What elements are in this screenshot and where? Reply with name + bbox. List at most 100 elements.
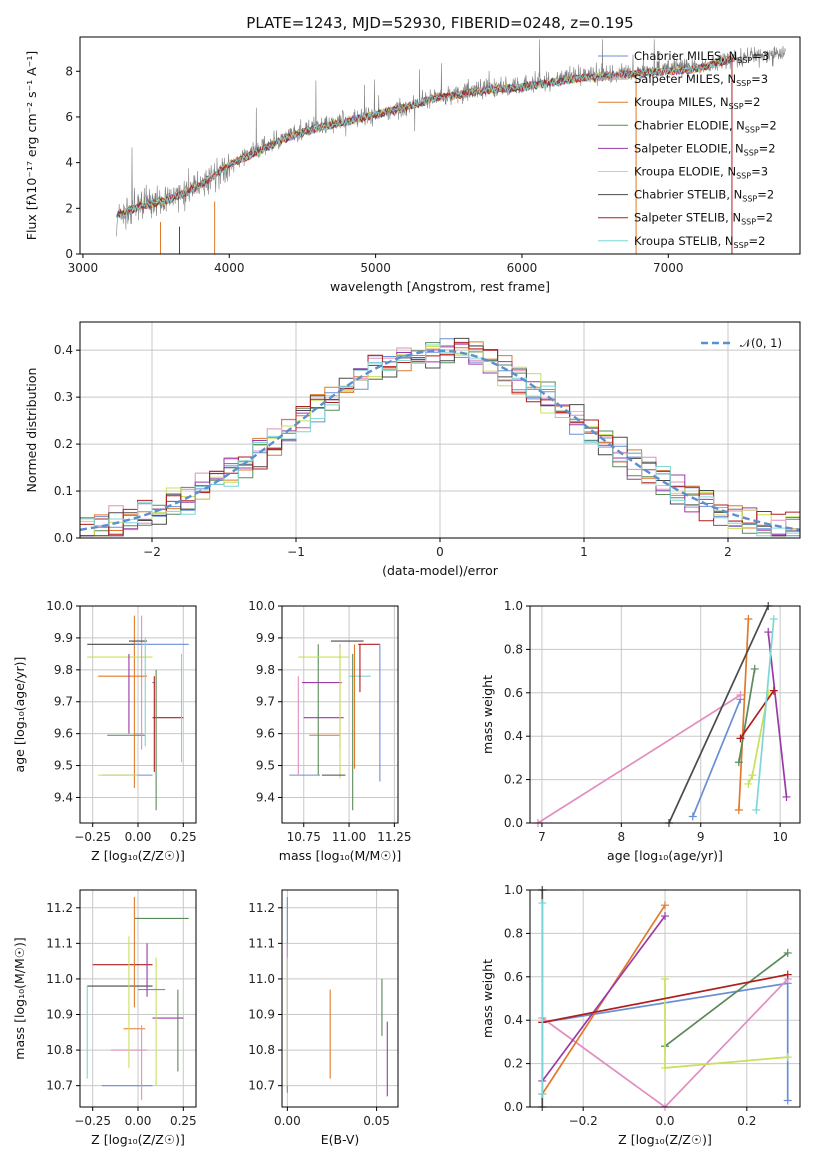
x-tick: 2 (724, 538, 732, 559)
legend-entry-n: , N (718, 234, 734, 248)
x-axis-label: (data-model)/error (382, 563, 499, 578)
weight-point-marker (752, 805, 761, 814)
axes-frame (281, 605, 399, 824)
y-tick-label: 9.5 (54, 759, 73, 773)
y-tick: 9.9 (256, 631, 282, 645)
legend-entry-ssp: SSP (736, 172, 751, 181)
histogram-salpeter-stelib (80, 342, 800, 535)
y-axis-label: age [log₁₀(age/yr)] (12, 657, 27, 773)
weight-point-marker (661, 1063, 669, 1072)
weight-point-marker (783, 948, 792, 957)
legend-entry-n: , N (726, 188, 742, 202)
y-tick-label: 11.1 (46, 936, 73, 950)
y-tick-label: 9.4 (54, 790, 73, 804)
y-tick: 0.8 (504, 926, 530, 940)
y-tick: 0.0 (504, 1100, 530, 1114)
y-tick: 0.2 (504, 773, 530, 787)
x-tick: 0 (436, 538, 444, 559)
y-tick-label: 10.9 (46, 1008, 73, 1022)
y-tick-label: 0.2 (54, 437, 73, 451)
y-tick-label: 1.0 (504, 599, 523, 613)
weight-point-marker (661, 974, 669, 983)
legend-entry-name: Salpeter ELODIE (634, 141, 728, 155)
y-tick: 10.9 (248, 1008, 282, 1022)
x-tick-label: 10.75 (287, 830, 321, 844)
y-tick: 10.7 (248, 1079, 282, 1093)
x-tick: 10.75 (287, 823, 321, 844)
y-tick: 0.2 (504, 1057, 530, 1071)
x-tick-label: −1 (287, 545, 305, 559)
weight-point-marker (688, 812, 697, 821)
weight-line-salpeter-elodie (541, 915, 666, 1082)
x-tick: 11.00 (332, 823, 366, 844)
y-tick: 0.3 (54, 390, 80, 404)
weight-point-marker (744, 779, 753, 788)
x-tick-label: −2 (143, 545, 161, 559)
axes-frame (79, 36, 801, 255)
legend-entry-name: Chabrier ELODIE (634, 118, 729, 132)
y-tick-label: 1.0 (504, 883, 523, 897)
axes-frame (79, 321, 801, 539)
x-tick-label: 5000 (360, 261, 391, 275)
legend-entry: Chabrier ELODIE, NSSP=2 (634, 118, 777, 134)
y-axis-label: mass weight (480, 959, 495, 1038)
y-tick: 4 (65, 156, 80, 170)
y-tick: 8 (65, 64, 80, 78)
y-tick-label: 9.9 (256, 631, 275, 645)
x-tick: 0.05 (363, 1107, 390, 1128)
weight-point-marker (661, 901, 669, 910)
x-tick: 7 (538, 823, 546, 844)
legend-entry-count: =2 (749, 234, 766, 248)
y-tick-label: 11.2 (46, 901, 73, 915)
legend-entry-count: =3 (752, 49, 769, 63)
x-tick-label: 0.0 (655, 1114, 674, 1128)
axes-frame (529, 889, 801, 1108)
x-tick: 5000 (360, 254, 391, 275)
y-tick-label: 2 (65, 201, 73, 215)
chart-residuals: −2 −1 0 1 2 0.0 0.1 0.2 0.3 0.4 (data-model)/error… (24, 321, 801, 578)
x-tick-label: 0.05 (363, 1114, 390, 1128)
legend-entry: Salpeter STELIB, NSSP=2 (634, 211, 773, 227)
x-tick: 6000 (507, 254, 537, 275)
y-tick: 0.4 (504, 729, 530, 743)
y-tick: 0.4 (54, 343, 80, 357)
y-tick-label: 9.5 (256, 759, 275, 773)
x-tick: 3000 (68, 254, 98, 275)
y-tick: 11.0 (248, 972, 282, 986)
weight-line-chabrier-elodie (738, 668, 756, 763)
legend-entry-n: , N (713, 95, 729, 109)
x-tick-label: 0.00 (125, 830, 152, 844)
x-tick: −0.25 (74, 823, 111, 844)
y-tick: 10.0 (46, 599, 80, 613)
y-tick: 9.7 (54, 695, 80, 709)
x-tick: 0.2 (737, 1107, 756, 1128)
y-tick: 9.7 (256, 695, 282, 709)
weight-point-marker (538, 1089, 547, 1098)
y-tick: 10.8 (46, 1043, 80, 1057)
legend-entry-name: Chabrier MILES (634, 49, 721, 63)
y-tick: 0.0 (54, 531, 80, 545)
axes-frame (79, 605, 197, 824)
x-tick: 11.25 (377, 823, 412, 844)
x-tick-label: 8 (618, 830, 626, 844)
y-tick: 9.8 (256, 663, 282, 677)
legend-entry-ssp: SSP (744, 148, 759, 157)
x-tick: 0.00 (125, 1107, 151, 1128)
x-tick-label: 0.2 (737, 1114, 756, 1128)
weight-point-marker (764, 688, 773, 697)
x-tick: 1 (580, 538, 588, 559)
y-tick: 10.0 (248, 599, 282, 613)
x-tick-label: −0.2 (569, 1114, 598, 1128)
legend-entry-ssp: SSP (729, 102, 744, 111)
histogram-chabrier-stelib (80, 337, 800, 537)
legend-entry-n: , N (729, 118, 745, 132)
legend-entry-ssp: SSP (745, 125, 760, 134)
weight-point-marker (736, 734, 745, 743)
y-tick-label: 0 (65, 247, 73, 261)
legend-entry: Chabrier MILES, NSSP=3 (634, 49, 769, 65)
y-tick: 0.0 (504, 816, 530, 830)
y-tick-label: 9.7 (54, 695, 73, 709)
y-tick: 10.7 (46, 1079, 80, 1093)
weight-line-salpeter-miles (537, 694, 741, 824)
